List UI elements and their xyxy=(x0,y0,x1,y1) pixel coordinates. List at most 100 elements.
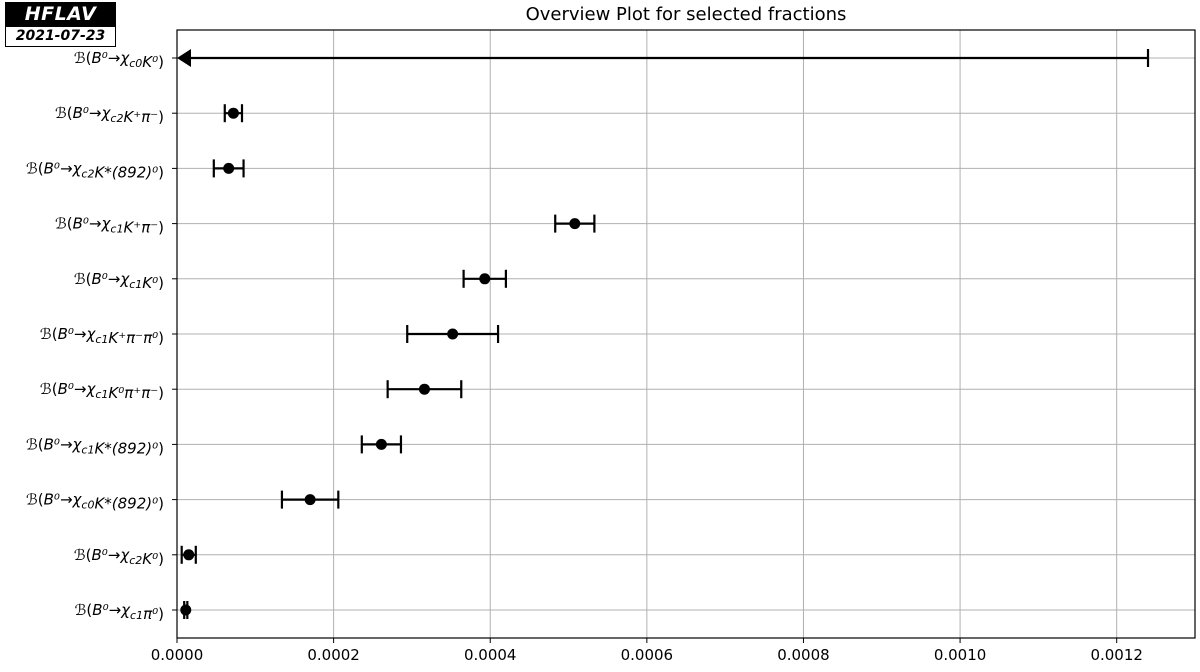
label-part: K⁰π⁺π⁻ xyxy=(108,384,158,402)
x-tick-label: 0.0010 xyxy=(934,646,987,664)
category-label: ℬ(B⁰→χc0K⁰) xyxy=(74,49,164,71)
label-subscript: c1 xyxy=(130,609,143,622)
label-part: χ xyxy=(72,491,83,509)
label-part: χ xyxy=(85,380,96,398)
x-tick-label: 0.0002 xyxy=(307,646,360,664)
label-part: K⁺π⁻ xyxy=(123,219,158,237)
label-subscript: c2 xyxy=(129,554,142,567)
label-part: ℬ( xyxy=(55,104,73,122)
label-part: ℬ( xyxy=(74,270,92,288)
label-part: B⁰→ xyxy=(91,270,120,288)
label-part: χ xyxy=(119,546,130,564)
data-point xyxy=(418,383,430,395)
hflav-logo: HFLAV 2021-07-23 xyxy=(5,2,116,47)
category-label: ℬ(B⁰→χc1K⁰) xyxy=(74,270,164,292)
label-part: ℬ( xyxy=(74,546,92,564)
label-part: χ xyxy=(72,435,83,453)
label-part: K*(892)⁰ xyxy=(94,495,158,513)
label-part: B⁰→ xyxy=(58,325,87,343)
label-part: χ xyxy=(120,601,131,619)
label-part: B⁰→ xyxy=(91,546,120,564)
label-part: K⁰ xyxy=(142,274,158,292)
label-subscript: c2 xyxy=(81,167,94,180)
x-tick-label: 0.0006 xyxy=(621,646,674,664)
label-part: π⁰ xyxy=(143,605,158,623)
label-part: B⁰→ xyxy=(58,380,87,398)
label-part: B⁰→ xyxy=(44,435,73,453)
data-marks xyxy=(177,49,1150,619)
label-part: χ xyxy=(119,270,130,288)
data-point xyxy=(375,438,387,450)
x-tick-label: 0.0004 xyxy=(464,646,517,664)
category-label: ℬ(B⁰→χc1π⁰) xyxy=(75,601,164,623)
label-part: ℬ( xyxy=(26,491,44,509)
label-subscript: c1 xyxy=(81,443,94,456)
label-part: ) xyxy=(158,163,164,181)
label-part: B⁰→ xyxy=(91,49,120,67)
category-label: ℬ(B⁰→χc1K⁺π⁻π⁰) xyxy=(40,325,164,347)
label-part: B⁰→ xyxy=(44,491,73,509)
category-label: ℬ(B⁰→χc1K⁺π⁻) xyxy=(55,215,164,237)
x-tick-label: 0.0000 xyxy=(151,646,204,664)
label-part: ) xyxy=(158,495,164,513)
label-subscript: c1 xyxy=(110,223,123,236)
label-part: ℬ( xyxy=(40,325,58,343)
category-label: ℬ(B⁰→χc0K*(892)⁰) xyxy=(26,491,164,513)
label-part: B⁰→ xyxy=(73,215,102,233)
label-part: B⁰→ xyxy=(92,601,121,619)
category-label: ℬ(B⁰→χc1K⁰π⁺π⁻) xyxy=(40,380,164,402)
label-subscript: c0 xyxy=(129,57,142,70)
label-part: ℬ( xyxy=(75,601,93,619)
label-part: χ xyxy=(72,159,83,177)
label-part: B⁰→ xyxy=(44,159,73,177)
label-part: ℬ( xyxy=(55,215,73,233)
label-part: χ xyxy=(85,325,96,343)
label-part: ) xyxy=(158,219,164,237)
data-point xyxy=(227,107,239,119)
category-label: ℬ(B⁰→χc1K*(892)⁰) xyxy=(26,435,164,457)
x-axis: 0.0000 0.0002 0.0004 0.0006 0.0008 0.0010 0.00… xyxy=(151,638,1143,664)
label-part: ) xyxy=(158,439,164,457)
label-part: K⁺π⁻π⁰ xyxy=(108,329,158,347)
label-part: K⁺π⁻ xyxy=(123,108,158,126)
label-subscript: c2 xyxy=(110,112,123,125)
label-part: ℬ( xyxy=(74,49,92,67)
y-axis: ℬ(B⁰→χc0K⁰)ℬ(B⁰→χc2K⁺π⁻)ℬ(B⁰→χc2K*(892)⁰… xyxy=(26,49,177,623)
label-part: ) xyxy=(158,329,164,347)
data-point xyxy=(479,273,491,285)
x-tick-label: 0.0008 xyxy=(777,646,830,664)
label-part: K*(892)⁰ xyxy=(94,163,158,181)
label-part: ℬ( xyxy=(40,380,58,398)
label-part: χ xyxy=(119,49,130,67)
data-point xyxy=(223,162,235,174)
data-point xyxy=(304,494,316,506)
chart-title: Overview Plot for selected fractions xyxy=(526,4,847,25)
label-part: K⁰ xyxy=(142,53,158,71)
label-part: ℬ( xyxy=(26,435,44,453)
label-part: ) xyxy=(158,108,164,126)
data-point xyxy=(180,604,192,616)
category-label: ℬ(B⁰→χc2K*(892)⁰) xyxy=(26,159,164,181)
logo-name: HFLAV xyxy=(5,2,116,26)
label-part: ) xyxy=(158,53,164,71)
logo-date: 2021-07-23 xyxy=(5,26,116,47)
category-label: ℬ(B⁰→χc2K⁰) xyxy=(74,546,164,568)
label-part: K*(892)⁰ xyxy=(94,439,158,457)
label-part: ℬ( xyxy=(26,159,44,177)
grid xyxy=(176,30,1195,638)
label-part: ) xyxy=(158,384,164,402)
label-part: ) xyxy=(158,550,164,568)
label-part: K⁰ xyxy=(142,550,158,568)
data-point xyxy=(569,218,581,230)
label-part: ) xyxy=(158,274,164,292)
category-label: ℬ(B⁰→χc2K⁺π⁻) xyxy=(55,104,164,126)
label-part: χ xyxy=(101,215,112,233)
data-point xyxy=(447,328,459,340)
label-part: ) xyxy=(158,605,164,623)
x-tick-label: 0.0012 xyxy=(1090,646,1143,664)
label-part: χ xyxy=(101,104,112,122)
label-subscript: c1 xyxy=(95,333,108,346)
label-subscript: c1 xyxy=(129,278,142,291)
label-part: B⁰→ xyxy=(73,104,102,122)
